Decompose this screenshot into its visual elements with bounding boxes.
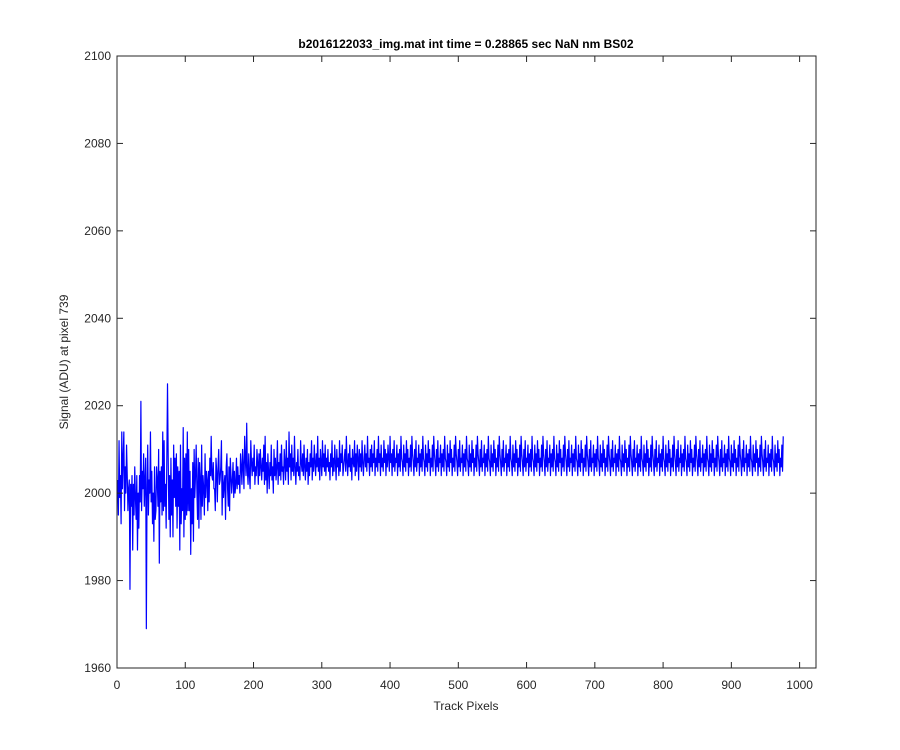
x-tick-label: 300 bbox=[312, 678, 332, 692]
x-axis-label: Track Pixels bbox=[434, 699, 499, 713]
x-axis-ticks: 0 100 200 300 400 500 600 700 800 900 1000 bbox=[114, 56, 813, 692]
series-line-1 bbox=[117, 383, 784, 630]
y-tick-label: 2060 bbox=[84, 224, 111, 238]
axes-box bbox=[116, 55, 817, 669]
x-tick-label: 600 bbox=[517, 678, 537, 692]
x-tick-label: 700 bbox=[585, 678, 605, 692]
y-tick-label: 2040 bbox=[84, 311, 111, 325]
x-tick-label: 200 bbox=[244, 678, 264, 692]
plot-area bbox=[117, 56, 816, 668]
x-tick-label: 100 bbox=[175, 678, 195, 692]
x-tick-label: 900 bbox=[721, 678, 741, 692]
y-tick-label: 2000 bbox=[84, 486, 111, 500]
chart-title: b2016122033_img.mat int time = 0.28865 s… bbox=[298, 37, 634, 51]
y-axis-label: Signal (ADU) at pixel 739 bbox=[57, 294, 71, 429]
y-axis-ticks: 1960 1980 2000 2020 2040 2060 2080 2100 bbox=[84, 49, 816, 675]
x-tick-label: 400 bbox=[380, 678, 400, 692]
x-tick-label: 0 bbox=[114, 678, 121, 692]
y-tick-label: 2080 bbox=[84, 136, 111, 150]
x-tick-label: 500 bbox=[448, 678, 468, 692]
y-tick-label: 1980 bbox=[84, 574, 111, 588]
x-tick-label: 1000 bbox=[786, 678, 813, 692]
x-tick-label: 800 bbox=[653, 678, 673, 692]
y-tick-label: 1960 bbox=[84, 661, 111, 675]
y-tick-label: 2020 bbox=[84, 399, 111, 413]
y-tick-label: 2100 bbox=[84, 49, 111, 63]
series-layer bbox=[117, 383, 784, 630]
